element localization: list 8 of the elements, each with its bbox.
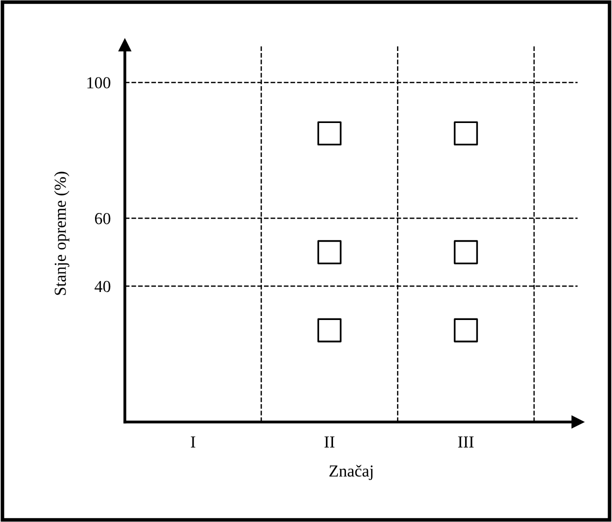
x-tick-label: II <box>324 436 334 448</box>
x-tick-label: III <box>458 436 474 448</box>
y-axis-title: Stanje opreme (%) <box>54 172 70 295</box>
y-tick-label: 100 <box>87 77 110 88</box>
y-tick-label: 40 <box>94 280 110 292</box>
x-axis-title: Značaj <box>329 464 373 480</box>
y-tick-label: 60 <box>95 212 110 224</box>
x-tick-label: I <box>190 436 196 448</box>
